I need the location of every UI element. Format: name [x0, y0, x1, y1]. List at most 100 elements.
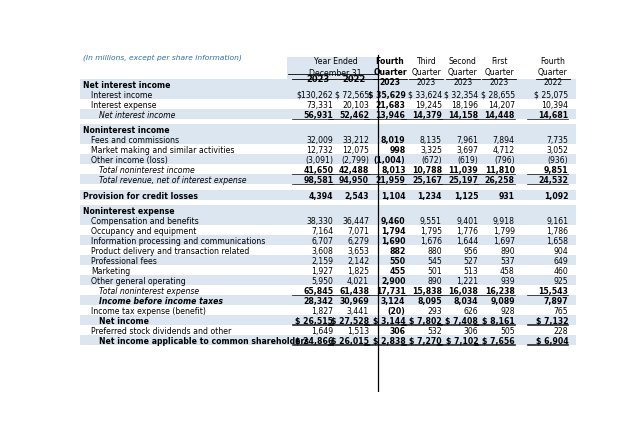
Text: 10,788: 10,788	[412, 166, 442, 176]
Text: 1,644: 1,644	[456, 237, 478, 246]
Text: 36,447: 36,447	[342, 217, 369, 226]
Text: 1,794: 1,794	[381, 227, 406, 236]
Text: Interest income: Interest income	[91, 91, 152, 100]
Text: $ 7,102: $ 7,102	[445, 337, 478, 346]
Text: Net interest income: Net interest income	[99, 111, 175, 120]
Bar	[80, 165, 576, 174]
Text: Market making and similar activities: Market making and similar activities	[91, 147, 234, 155]
Text: (3,091): (3,091)	[305, 156, 333, 165]
Text: (796): (796)	[494, 156, 515, 165]
Text: Professional fees: Professional fees	[91, 257, 157, 266]
Text: 2022: 2022	[342, 75, 365, 84]
Text: (In millions, except per share information): (In millions, except per share informati…	[83, 54, 242, 61]
Text: 3,124: 3,124	[381, 297, 406, 306]
Text: 17,731: 17,731	[376, 287, 406, 296]
Text: 4,394: 4,394	[309, 192, 333, 201]
Text: 1,697: 1,697	[493, 237, 515, 246]
Bar	[80, 109, 576, 119]
Text: $ 3,144: $ 3,144	[372, 317, 406, 326]
Text: 228: 228	[554, 327, 568, 336]
Text: (1,004): (1,004)	[374, 156, 406, 165]
Bar	[80, 144, 576, 154]
Text: 1,825: 1,825	[347, 267, 369, 276]
Bar	[80, 215, 576, 225]
Text: 10,394: 10,394	[541, 101, 568, 110]
Text: $ 6,904: $ 6,904	[536, 337, 568, 346]
Text: Total noninterest income: Total noninterest income	[99, 166, 195, 176]
Text: 1,649: 1,649	[311, 327, 333, 336]
Text: 7,164: 7,164	[311, 227, 333, 236]
Text: 9,918: 9,918	[493, 217, 515, 226]
Text: 9,161: 9,161	[546, 217, 568, 226]
Text: $ 7,408: $ 7,408	[445, 317, 478, 326]
Text: 25,197: 25,197	[449, 176, 478, 185]
Text: 7,735: 7,735	[547, 136, 568, 145]
Text: 1,104: 1,104	[381, 192, 406, 201]
Text: 501: 501	[427, 267, 442, 276]
Text: Income tax expense (benefit): Income tax expense (benefit)	[91, 307, 205, 316]
Text: 42,488: 42,488	[339, 166, 369, 176]
Text: 1,125: 1,125	[454, 192, 478, 201]
Bar	[80, 125, 576, 135]
Text: 1,776: 1,776	[456, 227, 478, 236]
Bar	[80, 305, 576, 315]
Text: Fourth
Quarter
2022: Fourth Quarter 2022	[538, 57, 568, 87]
Text: 532: 532	[428, 327, 442, 336]
Text: 7,897: 7,897	[543, 297, 568, 306]
Bar	[80, 255, 576, 265]
Text: $ 7,656: $ 7,656	[482, 337, 515, 346]
Text: 1,234: 1,234	[417, 192, 442, 201]
Text: 21,683: 21,683	[376, 101, 406, 110]
Text: Marketing: Marketing	[91, 267, 130, 276]
Text: 904: 904	[554, 247, 568, 256]
Text: 8,013: 8,013	[381, 166, 406, 176]
Text: 460: 460	[554, 267, 568, 276]
Text: 3,052: 3,052	[547, 147, 568, 155]
Text: Provision for credit losses: Provision for credit losses	[83, 192, 198, 201]
Text: 24,532: 24,532	[538, 176, 568, 185]
Text: Occupancy and equipment: Occupancy and equipment	[91, 227, 196, 236]
Text: 550: 550	[389, 257, 406, 266]
Text: $ 33,624: $ 33,624	[408, 91, 442, 100]
Text: Net income: Net income	[99, 317, 148, 326]
Text: 7,894: 7,894	[493, 136, 515, 145]
Text: 16,038: 16,038	[449, 287, 478, 296]
Text: 61,438: 61,438	[339, 287, 369, 296]
Text: 458: 458	[500, 267, 515, 276]
Text: 527: 527	[464, 257, 478, 266]
Text: (2,799): (2,799)	[341, 156, 369, 165]
Text: 18,196: 18,196	[451, 101, 478, 110]
Bar	[80, 190, 576, 200]
Text: (20): (20)	[388, 307, 406, 316]
Text: $ 26,515: $ 26,515	[296, 317, 333, 326]
Text: $ 32,354: $ 32,354	[444, 91, 478, 100]
Text: 293: 293	[428, 307, 442, 316]
Text: 1,927: 1,927	[312, 267, 333, 276]
Text: 455: 455	[389, 267, 406, 276]
Text: 9,460: 9,460	[381, 217, 406, 226]
Text: 14,158: 14,158	[448, 111, 478, 120]
Text: 928: 928	[500, 307, 515, 316]
Text: 14,379: 14,379	[412, 111, 442, 120]
Text: 19,245: 19,245	[415, 101, 442, 110]
Bar	[80, 275, 576, 285]
Text: 1,795: 1,795	[420, 227, 442, 236]
Text: 890: 890	[500, 247, 515, 256]
Text: 8,019: 8,019	[381, 136, 406, 145]
Text: 14,681: 14,681	[538, 111, 568, 120]
Bar	[80, 89, 576, 99]
Text: 1,092: 1,092	[544, 192, 568, 201]
Bar	[80, 315, 576, 326]
Text: 1,690: 1,690	[381, 237, 406, 246]
Text: 13,946: 13,946	[376, 111, 406, 120]
Text: 3,325: 3,325	[420, 147, 442, 155]
Text: 3,697: 3,697	[456, 147, 478, 155]
Text: $ 72,565: $ 72,565	[335, 91, 369, 100]
Text: $ 35,629: $ 35,629	[367, 91, 406, 100]
Text: Year Ended
December 31: Year Ended December 31	[309, 57, 362, 77]
Bar	[80, 265, 576, 275]
Text: 505: 505	[500, 327, 515, 336]
Text: 5,950: 5,950	[312, 277, 333, 286]
Text: 98,581: 98,581	[303, 176, 333, 185]
Text: 26,258: 26,258	[484, 176, 515, 185]
